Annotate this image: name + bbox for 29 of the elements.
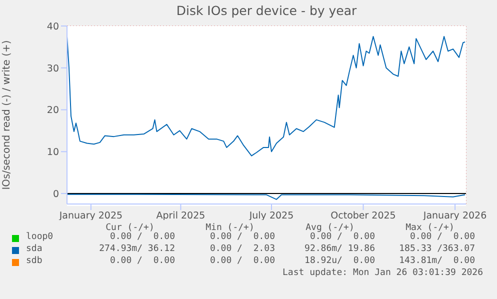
text: 185.33 /363.07 [398, 244, 475, 254]
text: 0.00 / 0.00 [208, 256, 275, 266]
text: 0.00 / 0.00 [108, 256, 175, 266]
text: Avg (-/+) [304, 223, 354, 233]
y-tick-label: 20 [46, 105, 59, 116]
y-tick-label: 10 [46, 147, 59, 158]
text: 0.00 / 0.00 [308, 232, 375, 242]
legend-label: sdb [26, 256, 42, 266]
text: Last update: Mon Jan 26 03:01:39 2026 [282, 268, 483, 278]
y-tick-label: 30 [46, 63, 59, 74]
y-axis-title: IOs/second read (-) / write (+) [2, 40, 13, 190]
text: 0.00 / 0.00 [408, 232, 475, 242]
text: Cur (-/+) [104, 223, 154, 233]
line-series [67, 36, 466, 156]
y-tick-label: 40 [46, 21, 59, 32]
legend-label: sda [26, 244, 42, 254]
y-tick-label: 0 [52, 188, 59, 200]
text: Min (-/+) [204, 223, 254, 233]
text: 92.86m/ 19.86 [304, 244, 375, 254]
text: Max (-/+) [404, 223, 454, 233]
text: 0.00 / 2.03 [208, 244, 275, 254]
text: 0.00 / 0.00 [108, 232, 175, 242]
x-tick-label: October 2025 [330, 210, 396, 222]
chart-title: Disk IOs per device - by year [175, 3, 358, 18]
text: 143.81m/ 0.00 [398, 256, 475, 266]
text: 0.00 / 0.00 [208, 232, 275, 242]
text: 274.93m/ 36.12 [98, 244, 175, 254]
text: 18.92u/ 0.00 [304, 256, 375, 266]
legend-label: loop0 [26, 232, 54, 242]
